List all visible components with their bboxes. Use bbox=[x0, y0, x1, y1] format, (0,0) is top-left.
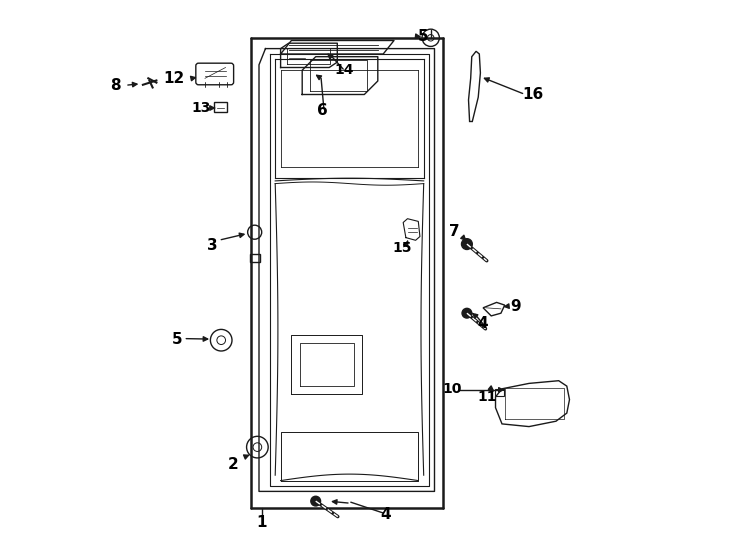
Text: 2: 2 bbox=[228, 457, 239, 472]
Text: 5: 5 bbox=[172, 332, 182, 347]
Text: 5: 5 bbox=[418, 29, 429, 44]
Text: 3: 3 bbox=[207, 238, 217, 253]
Bar bbox=[495, 389, 504, 396]
Text: 14: 14 bbox=[335, 63, 354, 77]
Text: 11: 11 bbox=[477, 390, 497, 404]
Text: 15: 15 bbox=[393, 241, 412, 255]
Text: 1: 1 bbox=[256, 515, 267, 530]
Circle shape bbox=[462, 239, 472, 249]
Text: 4: 4 bbox=[478, 316, 488, 332]
Circle shape bbox=[462, 308, 472, 318]
Text: 9: 9 bbox=[510, 299, 521, 314]
Text: 12: 12 bbox=[163, 71, 184, 86]
Text: 10: 10 bbox=[442, 382, 462, 396]
Text: 6: 6 bbox=[317, 103, 328, 118]
Text: 4: 4 bbox=[381, 507, 391, 522]
Text: 16: 16 bbox=[523, 87, 544, 102]
Text: 7: 7 bbox=[449, 224, 459, 239]
Text: 13: 13 bbox=[192, 101, 211, 115]
Bar bbox=[250, 254, 260, 262]
Text: 8: 8 bbox=[111, 78, 121, 93]
Circle shape bbox=[310, 496, 321, 506]
